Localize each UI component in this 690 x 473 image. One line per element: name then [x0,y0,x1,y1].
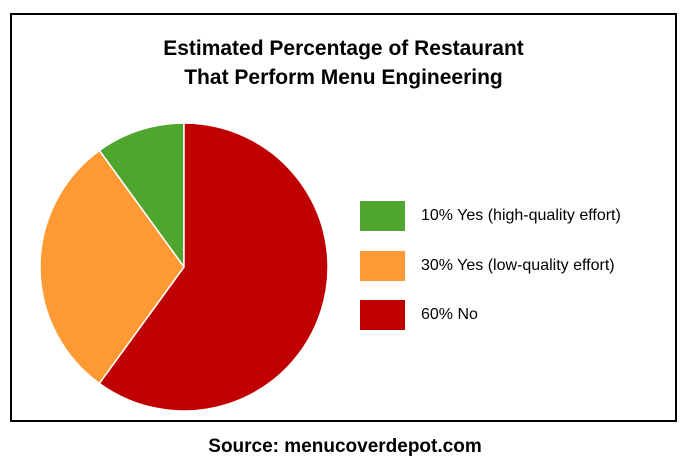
pie-slice-no [98,122,329,412]
pie-chart [39,122,329,412]
legend-label-low-quality: 30% Yes (low-quality effort) [421,257,615,274]
source-caption: Source: menucoverdepot.com [208,436,482,457]
legend-swatch-low-quality [360,251,405,281]
chart-title-line-2: That Perform Menu Engineering [184,66,503,89]
legend-swatch-high-quality [360,201,405,231]
chart-title: Estimated Percentage of Restaurant That … [12,34,675,92]
legend-swatch-no [360,300,405,330]
pie-slice-low-quality [39,149,185,385]
pie-slice-high-quality [98,122,185,268]
chart-title-line-1: Estimated Percentage of Restaurant [163,37,524,60]
legend-label-high-quality: 10% Yes (high-quality effort) [421,207,621,224]
legend-label-no: 60% No [421,306,478,323]
chart-frame: Estimated Percentage of Restaurant That … [10,13,677,422]
